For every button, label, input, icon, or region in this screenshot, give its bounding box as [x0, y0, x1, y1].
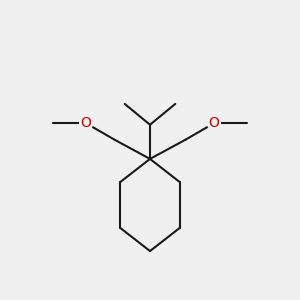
Circle shape: [207, 117, 220, 130]
Circle shape: [80, 117, 93, 130]
Text: O: O: [81, 116, 92, 130]
Text: O: O: [208, 116, 219, 130]
